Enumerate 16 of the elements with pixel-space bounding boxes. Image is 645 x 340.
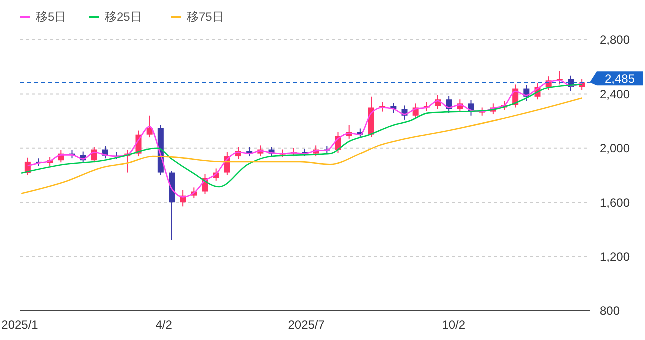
y-tick-label: 800 <box>600 304 620 318</box>
y-tick-label: 2,800 <box>600 33 630 48</box>
legend-label: 移75日 <box>187 10 224 24</box>
x-tick-label: 2025/7 <box>288 318 326 332</box>
x-tick-label: 2025/1 <box>2 318 39 332</box>
x-tick-label: 4/2 <box>156 318 173 332</box>
candlestick <box>146 115 153 138</box>
y-tick-label: 1,200 <box>600 250 630 264</box>
legend-label: 移5日 <box>36 10 67 24</box>
line-series <box>20 98 583 194</box>
y-tick-label: 2,400 <box>600 87 630 102</box>
ref-line-label: 2,485 <box>604 72 636 86</box>
x-tick-label: 10/2 <box>442 318 466 332</box>
y-tick-label: 1,600 <box>600 196 630 210</box>
legend-label: 移25日 <box>105 10 142 24</box>
y-tick-label: 2,000 <box>600 142 630 156</box>
